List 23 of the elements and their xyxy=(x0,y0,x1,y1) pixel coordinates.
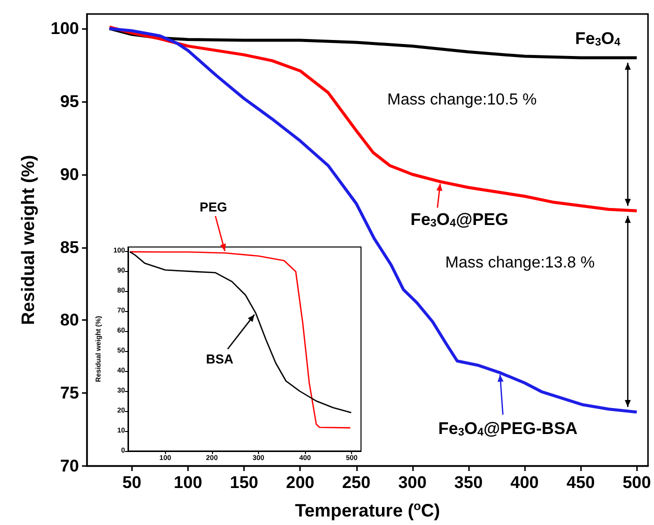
x-tick-label: 200 xyxy=(286,473,314,492)
x-tick-label: 250 xyxy=(342,473,370,492)
x-tick-label: 400 xyxy=(510,473,539,492)
y-tick-label: 80 xyxy=(60,310,79,330)
y-tick-label: 70 xyxy=(60,456,79,476)
line-series xyxy=(108,27,638,414)
x-tick-label: 450 xyxy=(566,473,595,492)
annotation: Mass change:10.5 % xyxy=(387,92,537,108)
line-series xyxy=(108,26,638,212)
annotation: Mass change:13.8 % xyxy=(445,254,595,272)
y-tick-label: 100 xyxy=(50,19,79,38)
y-tick-label: 95 xyxy=(60,92,79,111)
y-tick-label: 90 xyxy=(60,164,79,184)
y-tick-label: 85 xyxy=(60,238,79,257)
text: BSA xyxy=(206,352,234,366)
x-tick-label: 350 xyxy=(454,473,483,492)
y-axis-title: Residual weight (%) xyxy=(18,154,38,326)
x-tick-label: 100 xyxy=(174,473,202,492)
y-tick-label: 75 xyxy=(60,384,79,403)
x-tick-label: 300 xyxy=(398,473,427,492)
x-tick-label: 500 xyxy=(622,473,651,492)
x-tick-label: 150 xyxy=(230,473,258,492)
text: PEG xyxy=(200,200,228,214)
